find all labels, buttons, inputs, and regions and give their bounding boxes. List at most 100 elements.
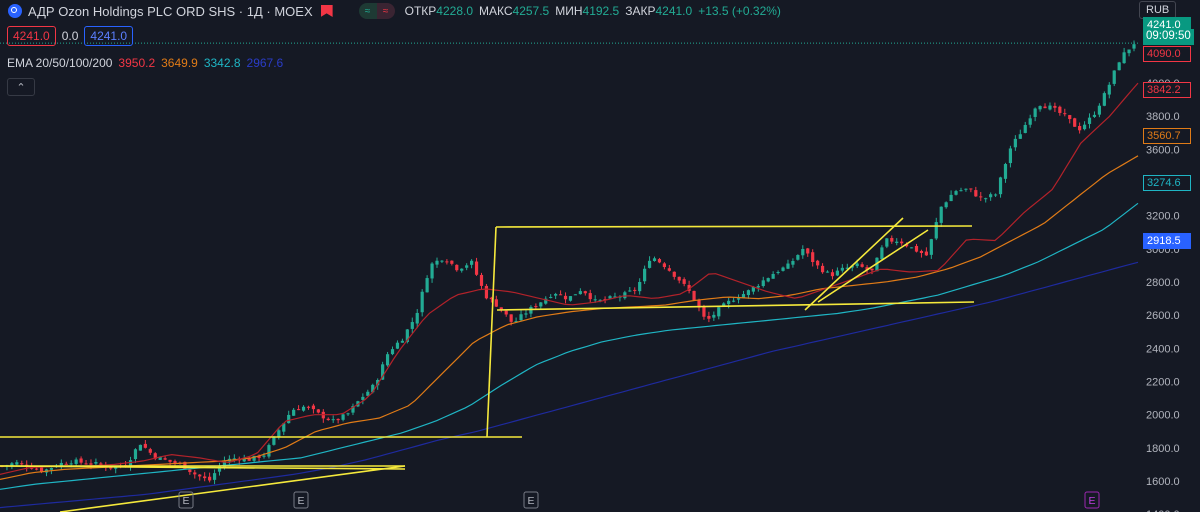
market-open-icon: ≈ [358, 3, 377, 19]
candle-body [474, 261, 479, 275]
earnings-marker-label: E [528, 495, 535, 507]
chevron-up-icon: ⌃ [16, 81, 26, 94]
trend-line [804, 217, 904, 311]
candle-body [143, 443, 147, 448]
candle-body [786, 263, 790, 269]
earnings-marker-icon [178, 491, 194, 509]
candle-body [830, 272, 835, 277]
price-axis-label: 3842.2 [1143, 82, 1191, 98]
candle-body [890, 237, 894, 242]
candle-body [573, 294, 578, 296]
candle-body [217, 465, 222, 472]
high-value: 4257.5 [512, 4, 550, 18]
candle-body [662, 263, 666, 268]
open-value: 4228.0 [436, 4, 473, 18]
candle-body [440, 260, 444, 262]
candle-body [727, 300, 731, 305]
candle-body [400, 340, 405, 343]
candle-body [1132, 44, 1136, 49]
candle-body [1018, 134, 1022, 139]
candle-body [410, 322, 414, 329]
candle-body [445, 261, 449, 263]
earnings-marker-icon [293, 491, 309, 509]
candle-body [692, 290, 696, 301]
candle-body [722, 303, 726, 306]
candle-body [74, 459, 78, 464]
earnings-marker-label: E [183, 495, 190, 507]
candle-body [168, 459, 172, 462]
candle-body [855, 263, 859, 267]
candle-body [771, 273, 775, 279]
market-status-pill[interactable]: ≈ ≈ [358, 3, 395, 19]
candle-body [341, 414, 345, 420]
candle-body [558, 294, 563, 296]
candle-body [924, 251, 928, 256]
price-axis-tick: 1400.0 [1146, 509, 1180, 512]
candle-body [905, 244, 909, 247]
candle-body [687, 284, 691, 291]
candle-body [875, 257, 879, 272]
candle-body [153, 453, 157, 459]
candle-body [371, 384, 375, 393]
candle-body [504, 310, 508, 315]
candle-body [138, 444, 143, 451]
candle-body [69, 463, 73, 465]
candle-body [578, 291, 582, 295]
candle-body [949, 194, 953, 202]
earnings-marker-label: E [1089, 495, 1096, 507]
candle-body [880, 247, 884, 260]
candle-body [232, 458, 236, 460]
candle-body [301, 406, 306, 411]
candle-body [193, 472, 197, 475]
collapse-legend-button[interactable]: ⌃ [7, 78, 35, 96]
candle-body [479, 274, 484, 286]
flag-icon[interactable] [320, 5, 333, 17]
price-axis-label: 3560.7 [1143, 128, 1191, 144]
candle-body [336, 418, 340, 421]
candle-body [825, 271, 830, 273]
candle-body [816, 260, 820, 266]
ema200-value: 2967.6 [246, 56, 284, 70]
candle-body [212, 473, 217, 480]
candle-body [647, 260, 652, 268]
candle-body [554, 293, 558, 296]
candle-body [435, 260, 439, 265]
price-axis-tick: 3800.0 [1146, 111, 1180, 123]
price-axis-tick: 2800.0 [1146, 277, 1180, 289]
candle-body [643, 268, 647, 282]
buy-button[interactable]: 4241.0 [84, 26, 134, 46]
candle-body [1073, 118, 1077, 127]
candle-body [390, 349, 395, 355]
candle-body [316, 409, 320, 413]
trend-line [495, 225, 973, 228]
sell-button[interactable]: 4241.0 [7, 26, 56, 46]
candle-body [509, 314, 513, 322]
candle-body [1008, 148, 1013, 164]
low-label: МИН [555, 4, 583, 18]
ema-legend-label: EMA 20/50/100/200 [7, 56, 113, 70]
price-axis-tick: 2200.0 [1146, 377, 1180, 389]
symbol-title[interactable]: АДР Ozon Holdings PLC ORD SHS · 1Д · MOE… [28, 3, 313, 19]
candle-body [895, 241, 899, 243]
candle-body [746, 290, 751, 296]
candle-body [608, 296, 612, 299]
candle-body [984, 198, 988, 200]
ema-legend[interactable]: EMA 20/50/100/200 3950.2 3649.9 3342.8 2… [7, 56, 283, 70]
candle-body [801, 248, 805, 256]
candle-body [198, 474, 202, 477]
candle-body [944, 202, 948, 208]
candle-body [707, 315, 711, 319]
candle-body [776, 272, 780, 274]
price-axis-tick: 2000.0 [1146, 410, 1180, 422]
candle-body [549, 296, 553, 298]
candle-body [79, 458, 83, 463]
candle-body [717, 307, 721, 317]
candle-body [519, 314, 523, 321]
candle-body [158, 457, 162, 460]
candle-body [326, 418, 330, 421]
candle-body [741, 294, 746, 299]
candle-body [282, 423, 286, 432]
currency-selector[interactable]: RUB [1139, 1, 1177, 19]
earnings-marker-icon [523, 491, 539, 509]
